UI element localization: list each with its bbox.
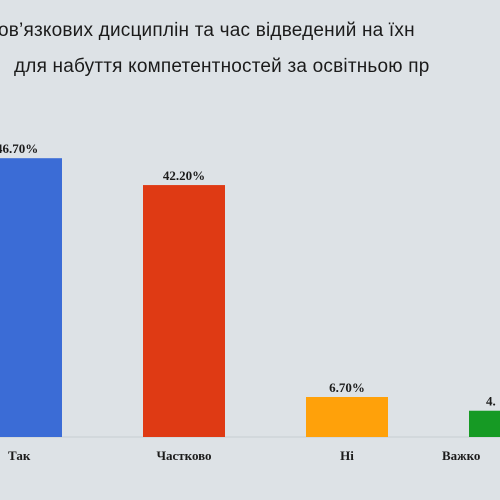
value-label-3: 6.70% — [329, 380, 365, 395]
bar-2 — [143, 185, 225, 437]
category-label-3: Ні — [340, 448, 354, 463]
bar-3 — [306, 397, 388, 437]
category-label-4: Важко — [442, 448, 480, 463]
value-label-1: 46.70% — [0, 141, 38, 156]
value-label-2: 42.20% — [163, 168, 205, 183]
bar-4 — [469, 410, 500, 437]
chart-title-line-1: ов’язкових дисциплін та час відведений н… — [0, 20, 415, 41]
bar-1 — [0, 158, 62, 438]
chart-title-line-2: для набуття компетентностей за освітньою… — [14, 56, 430, 77]
value-label-4: 4. — [486, 394, 496, 409]
category-label-2: Частково — [156, 448, 211, 463]
category-label-1: Так — [8, 448, 31, 463]
